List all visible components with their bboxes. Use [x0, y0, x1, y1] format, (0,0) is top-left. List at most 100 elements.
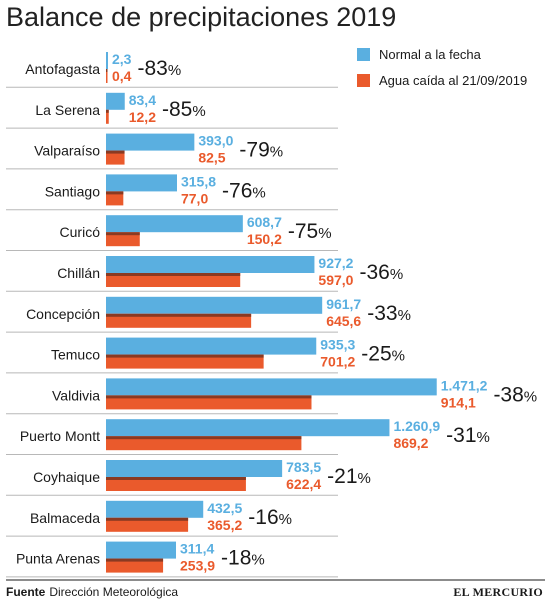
difference-label: -18	[221, 547, 251, 570]
value-fallen: 597,0	[318, 272, 353, 288]
bar-fallen-shadow	[106, 558, 164, 562]
difference-label: -75	[288, 220, 318, 243]
bar-normal	[106, 256, 315, 273]
category-label: Valdivia	[52, 387, 100, 403]
difference-label: -76	[222, 179, 252, 202]
bar-fallen	[106, 436, 302, 451]
difference-percent: %	[358, 470, 371, 487]
category-label: Coyhaique	[33, 469, 100, 485]
brand-logo: EL MERCURIO	[453, 585, 543, 599]
bar-normal	[106, 92, 125, 110]
value-fallen: 150,2	[247, 231, 282, 247]
bar-fallen-shadow	[106, 354, 264, 358]
bar-normal	[106, 460, 283, 477]
category-label: La Serena	[35, 102, 100, 118]
bar-fallen	[106, 109, 109, 124]
legend-fallen-label: Agua caída al 21/09/2019	[379, 73, 527, 88]
bar-fallen-shadow	[106, 191, 124, 195]
category-label: Punta Arenas	[16, 551, 100, 567]
category-label: Balmaceda	[30, 510, 100, 526]
bar-fallen-shadow	[106, 150, 125, 154]
value-fallen: 0,4	[112, 68, 132, 84]
bar-fallen	[106, 150, 125, 165]
difference-label: -79	[239, 139, 269, 162]
difference-percent: %	[192, 103, 205, 120]
value-fallen: 12,2	[129, 109, 156, 125]
source-label: Fuente	[6, 585, 46, 599]
bar-normal	[106, 541, 177, 559]
bar-fallen	[106, 517, 189, 532]
difference-percent: %	[392, 348, 405, 365]
legend-fallen-swatch	[357, 74, 370, 87]
difference-percent: %	[398, 307, 411, 324]
difference-label: -31	[446, 424, 476, 447]
value-fallen: 365,2	[207, 517, 242, 533]
difference-percent: %	[279, 511, 292, 528]
bar-normal	[106, 337, 317, 355]
bar-fallen-shadow	[106, 273, 241, 276]
bar-fallen-shadow	[106, 313, 252, 317]
category-label: Curicó	[60, 224, 101, 240]
value-fallen: 701,2	[320, 354, 355, 370]
difference-label: -36	[359, 261, 389, 284]
difference-percent: %	[168, 62, 181, 79]
category-label: Puerto Montt	[20, 428, 100, 444]
bar-normal	[106, 215, 243, 233]
bar-normal	[106, 500, 204, 518]
bar-fallen-shadow	[106, 517, 189, 521]
value-normal: 315,8	[181, 173, 216, 189]
bar-fallen-shadow	[106, 232, 140, 236]
value-normal: 608,7	[247, 214, 282, 230]
value-fallen: 253,9	[180, 558, 215, 574]
value-normal: 927,2	[318, 255, 353, 271]
category-label: Chillán	[57, 265, 100, 281]
difference-percent: %	[270, 144, 283, 161]
bar-fallen-shadow	[106, 477, 246, 480]
bar-fallen	[106, 558, 164, 573]
category-label: Santiago	[45, 183, 100, 199]
value-fallen: 77,0	[181, 190, 208, 206]
difference-percent: %	[390, 266, 403, 283]
bar-normal	[106, 174, 177, 192]
bar-fallen	[106, 354, 264, 369]
value-normal: 432,5	[207, 500, 242, 516]
bar-fallen	[106, 191, 124, 206]
difference-label: -83	[137, 57, 167, 80]
difference-label: -33	[367, 302, 397, 325]
legend: Normal a la fecha Agua caída al 21/09/20…	[357, 47, 527, 88]
value-normal: 393,0	[198, 133, 233, 149]
value-fallen: 914,1	[441, 394, 476, 410]
bar-normal	[106, 52, 108, 69]
value-normal: 2,3	[112, 51, 132, 67]
value-normal: 1.260,9	[393, 418, 440, 434]
difference-percent: %	[318, 225, 331, 242]
bar-fallen-shadow	[106, 109, 109, 113]
value-fallen: 622,4	[286, 476, 321, 492]
bar-fallen	[106, 477, 246, 491]
value-normal: 961,7	[326, 296, 361, 312]
value-fallen: 869,2	[393, 435, 428, 451]
legend-normal-swatch	[357, 48, 370, 61]
difference-percent: %	[524, 388, 537, 405]
chart-title: Balance de precipitaciones 2019	[6, 2, 397, 32]
difference-label: -85	[162, 98, 192, 121]
difference-percent: %	[252, 184, 265, 201]
bar-normal	[106, 378, 437, 396]
bar-fallen	[106, 313, 252, 328]
difference-label: -21	[327, 465, 357, 488]
source-text: Dirección Meteorológica	[49, 585, 179, 599]
value-fallen: 82,5	[198, 150, 225, 166]
difference-percent: %	[477, 429, 490, 446]
difference-percent: %	[251, 552, 264, 569]
value-fallen: 645,6	[326, 313, 361, 329]
difference-label: -25	[361, 343, 391, 366]
difference-label: -16	[248, 506, 278, 529]
bar-fallen	[106, 273, 241, 287]
bar-normal	[106, 133, 195, 151]
bar-fallen	[106, 69, 108, 83]
bar-fallen-shadow	[106, 395, 312, 399]
value-normal: 935,3	[320, 337, 355, 353]
bar-fallen	[106, 395, 312, 410]
legend-normal-label: Normal a la fecha	[379, 47, 482, 62]
